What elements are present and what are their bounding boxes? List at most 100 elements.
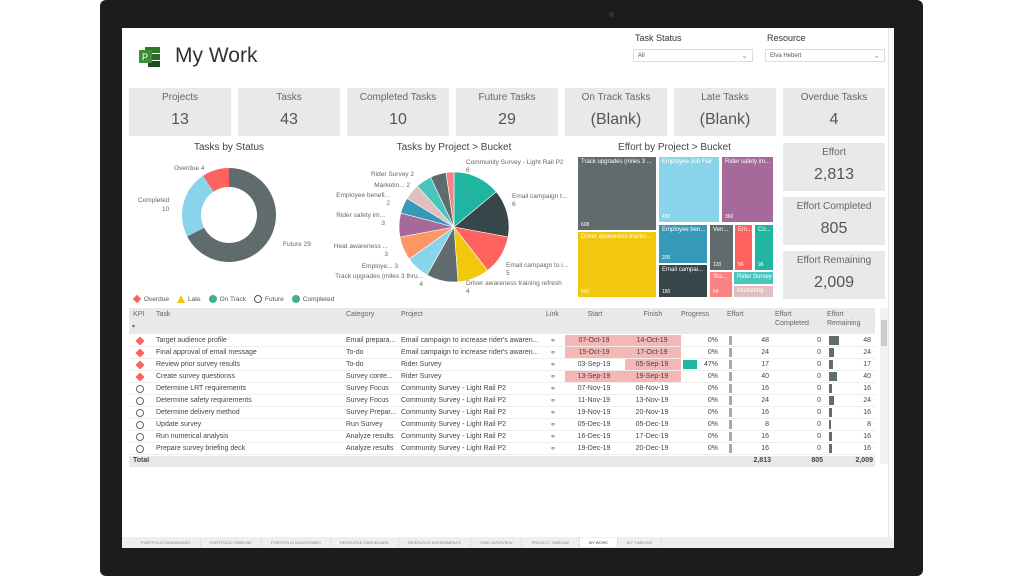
column-header[interactable]: Effort bbox=[727, 311, 744, 318]
column-header[interactable]: Effort Completed bbox=[775, 311, 809, 327]
effort-card-value: 2,813 bbox=[813, 166, 855, 183]
treemap-tile[interactable]: Co... 96 bbox=[754, 224, 774, 271]
page-tab[interactable]: PORTFOLIO TIMELINE bbox=[201, 538, 263, 547]
column-header[interactable]: Project bbox=[401, 311, 423, 318]
pie-label-value: 6 bbox=[466, 167, 470, 174]
table-row[interactable]: Run numerical analysis Analyze results Com… bbox=[129, 431, 875, 443]
cell-completed: 0 bbox=[775, 335, 823, 346]
column-header[interactable]: Finish bbox=[643, 311, 663, 318]
treemap-tile[interactable]: Employee ben... 200 bbox=[658, 224, 708, 264]
table-row[interactable]: Create survey questionss Survey conte... R… bbox=[129, 371, 875, 383]
legend-item[interactable]: On Track bbox=[208, 295, 246, 303]
legend-item[interactable]: Future bbox=[253, 295, 284, 303]
effort-card-label: Effort Completed bbox=[796, 201, 872, 212]
link-icon[interactable]: ⚭ bbox=[550, 398, 556, 405]
sort-arrow-icon[interactable]: ▾ bbox=[132, 324, 136, 330]
table-row[interactable]: Determine safety requirements Survey Focu… bbox=[129, 395, 875, 407]
treemap-tile[interactable]: Track upgrades (miles 3 ... 608 bbox=[577, 156, 657, 231]
cell-text: 0% bbox=[707, 445, 718, 452]
cell-text: 40 bbox=[863, 373, 871, 380]
table-row[interactable]: Target audience profile Email prepara... E… bbox=[129, 335, 875, 347]
treemap-tile[interactable]: Employee Job Fair 432 bbox=[658, 156, 720, 223]
kpi-label: Tasks bbox=[276, 92, 302, 103]
column-header[interactable]: Category bbox=[346, 311, 375, 318]
link-icon[interactable]: ⚭ bbox=[550, 410, 556, 417]
task-status-dropdown[interactable]: All ⌄ bbox=[633, 49, 753, 62]
resource-dropdown[interactable]: Elva Hebert ⌄ bbox=[765, 49, 885, 62]
page-tab[interactable]: RESOURCE DASHBOARD bbox=[331, 538, 400, 547]
link-icon[interactable]: ⚭ bbox=[550, 446, 556, 453]
link-icon[interactable]: ⚭ bbox=[550, 362, 556, 369]
table-row[interactable]: Review prior survey results To-do Rider Su… bbox=[129, 359, 875, 371]
link-icon[interactable]: ⚭ bbox=[550, 350, 556, 357]
kpi-value: 29 bbox=[498, 111, 516, 128]
donut-slice[interactable] bbox=[203, 168, 229, 192]
donut-slice[interactable] bbox=[187, 168, 276, 262]
filters-pane-collapsed[interactable] bbox=[888, 28, 894, 548]
page-tab[interactable]: MY TIMELINE bbox=[618, 538, 663, 547]
legend-item[interactable]: Completed bbox=[291, 295, 334, 303]
table-row[interactable]: Determine LRT requirements Survey Focus Co… bbox=[129, 383, 875, 395]
treemap-tile[interactable]: Rider safety im... 360 bbox=[721, 156, 774, 223]
cell-project: Email campaign to increase rider's aware… bbox=[401, 347, 543, 358]
cell-finish: 13-Nov-19 bbox=[625, 395, 681, 406]
table-row[interactable]: Determine delivery method Survey Prepar..… bbox=[129, 407, 875, 419]
tasks-by-status-donut[interactable] bbox=[172, 163, 287, 278]
pie-slice[interactable] bbox=[445, 171, 455, 228]
page-tab[interactable]: PORTFOLIO MILESTONES bbox=[262, 538, 331, 547]
link-icon[interactable]: ⚭ bbox=[550, 386, 556, 393]
table-row[interactable]: Final approval of email message To-do Emai… bbox=[129, 347, 875, 359]
cell-text: Determine LRT requirements bbox=[156, 385, 247, 392]
treemap-tile[interactable]: Sta... 64 bbox=[709, 271, 733, 298]
pie-label-value: 5 bbox=[506, 270, 510, 277]
link-icon[interactable]: ⚭ bbox=[550, 374, 556, 381]
cell-text: 16 bbox=[761, 385, 769, 392]
treemap-tile[interactable]: Email campai... 180 bbox=[658, 264, 708, 298]
column-header[interactable]: Link bbox=[546, 311, 559, 318]
cell-remaining: 17 bbox=[827, 359, 873, 370]
total-effort-remaining: 2,009 bbox=[855, 457, 873, 464]
future-circle-icon bbox=[136, 445, 144, 453]
link-icon[interactable]: ⚭ bbox=[550, 422, 556, 429]
scroll-thumb[interactable] bbox=[881, 320, 887, 346]
future-circle-icon bbox=[136, 385, 144, 393]
treemap-tile[interactable]: Rider Survey bbox=[733, 271, 774, 285]
column-header[interactable]: Task bbox=[156, 311, 171, 318]
kpi-value: 13 bbox=[171, 111, 189, 128]
column-header[interactable]: Effort Remaining bbox=[827, 311, 861, 327]
cell-category: Survey Focus bbox=[346, 395, 398, 406]
table-row[interactable]: Prepare survey briefing deck Analyze resu… bbox=[129, 443, 875, 455]
cell-text: 05-Dec-19 bbox=[577, 421, 611, 428]
treemap-tile[interactable]: Driver awareness trainin... 542 bbox=[577, 231, 657, 298]
page-tab[interactable]: PROJECT TIMELINE bbox=[522, 538, 580, 547]
cell-text: 16 bbox=[761, 445, 769, 452]
column-header[interactable]: Start bbox=[587, 311, 603, 318]
cell-category: Survey Prepar... bbox=[346, 407, 398, 418]
page-tab[interactable]: RESOURCE ASSIGNMENTS bbox=[399, 538, 471, 547]
treemap-tile-value: 96 bbox=[738, 262, 744, 268]
page-tab[interactable]: MY WORK bbox=[579, 538, 619, 547]
tasks-by-project-pie[interactable] bbox=[394, 170, 514, 290]
page-tab[interactable]: TASK OVERVIEW bbox=[471, 538, 523, 547]
link-icon[interactable]: ⚭ bbox=[550, 434, 556, 441]
legend-item[interactable]: Late bbox=[176, 295, 201, 303]
effort-databar bbox=[729, 372, 732, 381]
link-icon[interactable]: ⚭ bbox=[550, 338, 556, 345]
page-tab[interactable]: PORTFOLIO DASHBOARD bbox=[132, 538, 201, 547]
legend-item[interactable]: Overdue bbox=[132, 294, 169, 304]
treemap-tile-label: Email campai... bbox=[662, 267, 704, 273]
pie-label-name: Employee benefi... bbox=[336, 192, 390, 199]
treemap-tile[interactable]: Ven... 120 bbox=[709, 224, 734, 271]
cell-text: 0 bbox=[817, 361, 821, 368]
table-row[interactable]: Update survey Run Survey Community Survey … bbox=[129, 419, 875, 431]
status-legend: Overdue Late On Track Future Completed bbox=[132, 294, 334, 304]
kpi-value: (Blank) bbox=[590, 111, 642, 128]
column-header[interactable]: Progress bbox=[681, 311, 710, 318]
donut-slice[interactable] bbox=[182, 175, 214, 237]
cell-project: Community Survey - Light Rail P2 bbox=[401, 443, 543, 454]
table-scrollbar[interactable] bbox=[880, 308, 888, 464]
treemap-tile[interactable]: Marketing ... bbox=[733, 285, 774, 298]
treemap-tile[interactable]: Em... 96 bbox=[734, 224, 753, 271]
column-header[interactable]: KPI bbox=[133, 311, 145, 318]
cell-project: Community Survey - Light Rail P2 bbox=[401, 419, 543, 430]
